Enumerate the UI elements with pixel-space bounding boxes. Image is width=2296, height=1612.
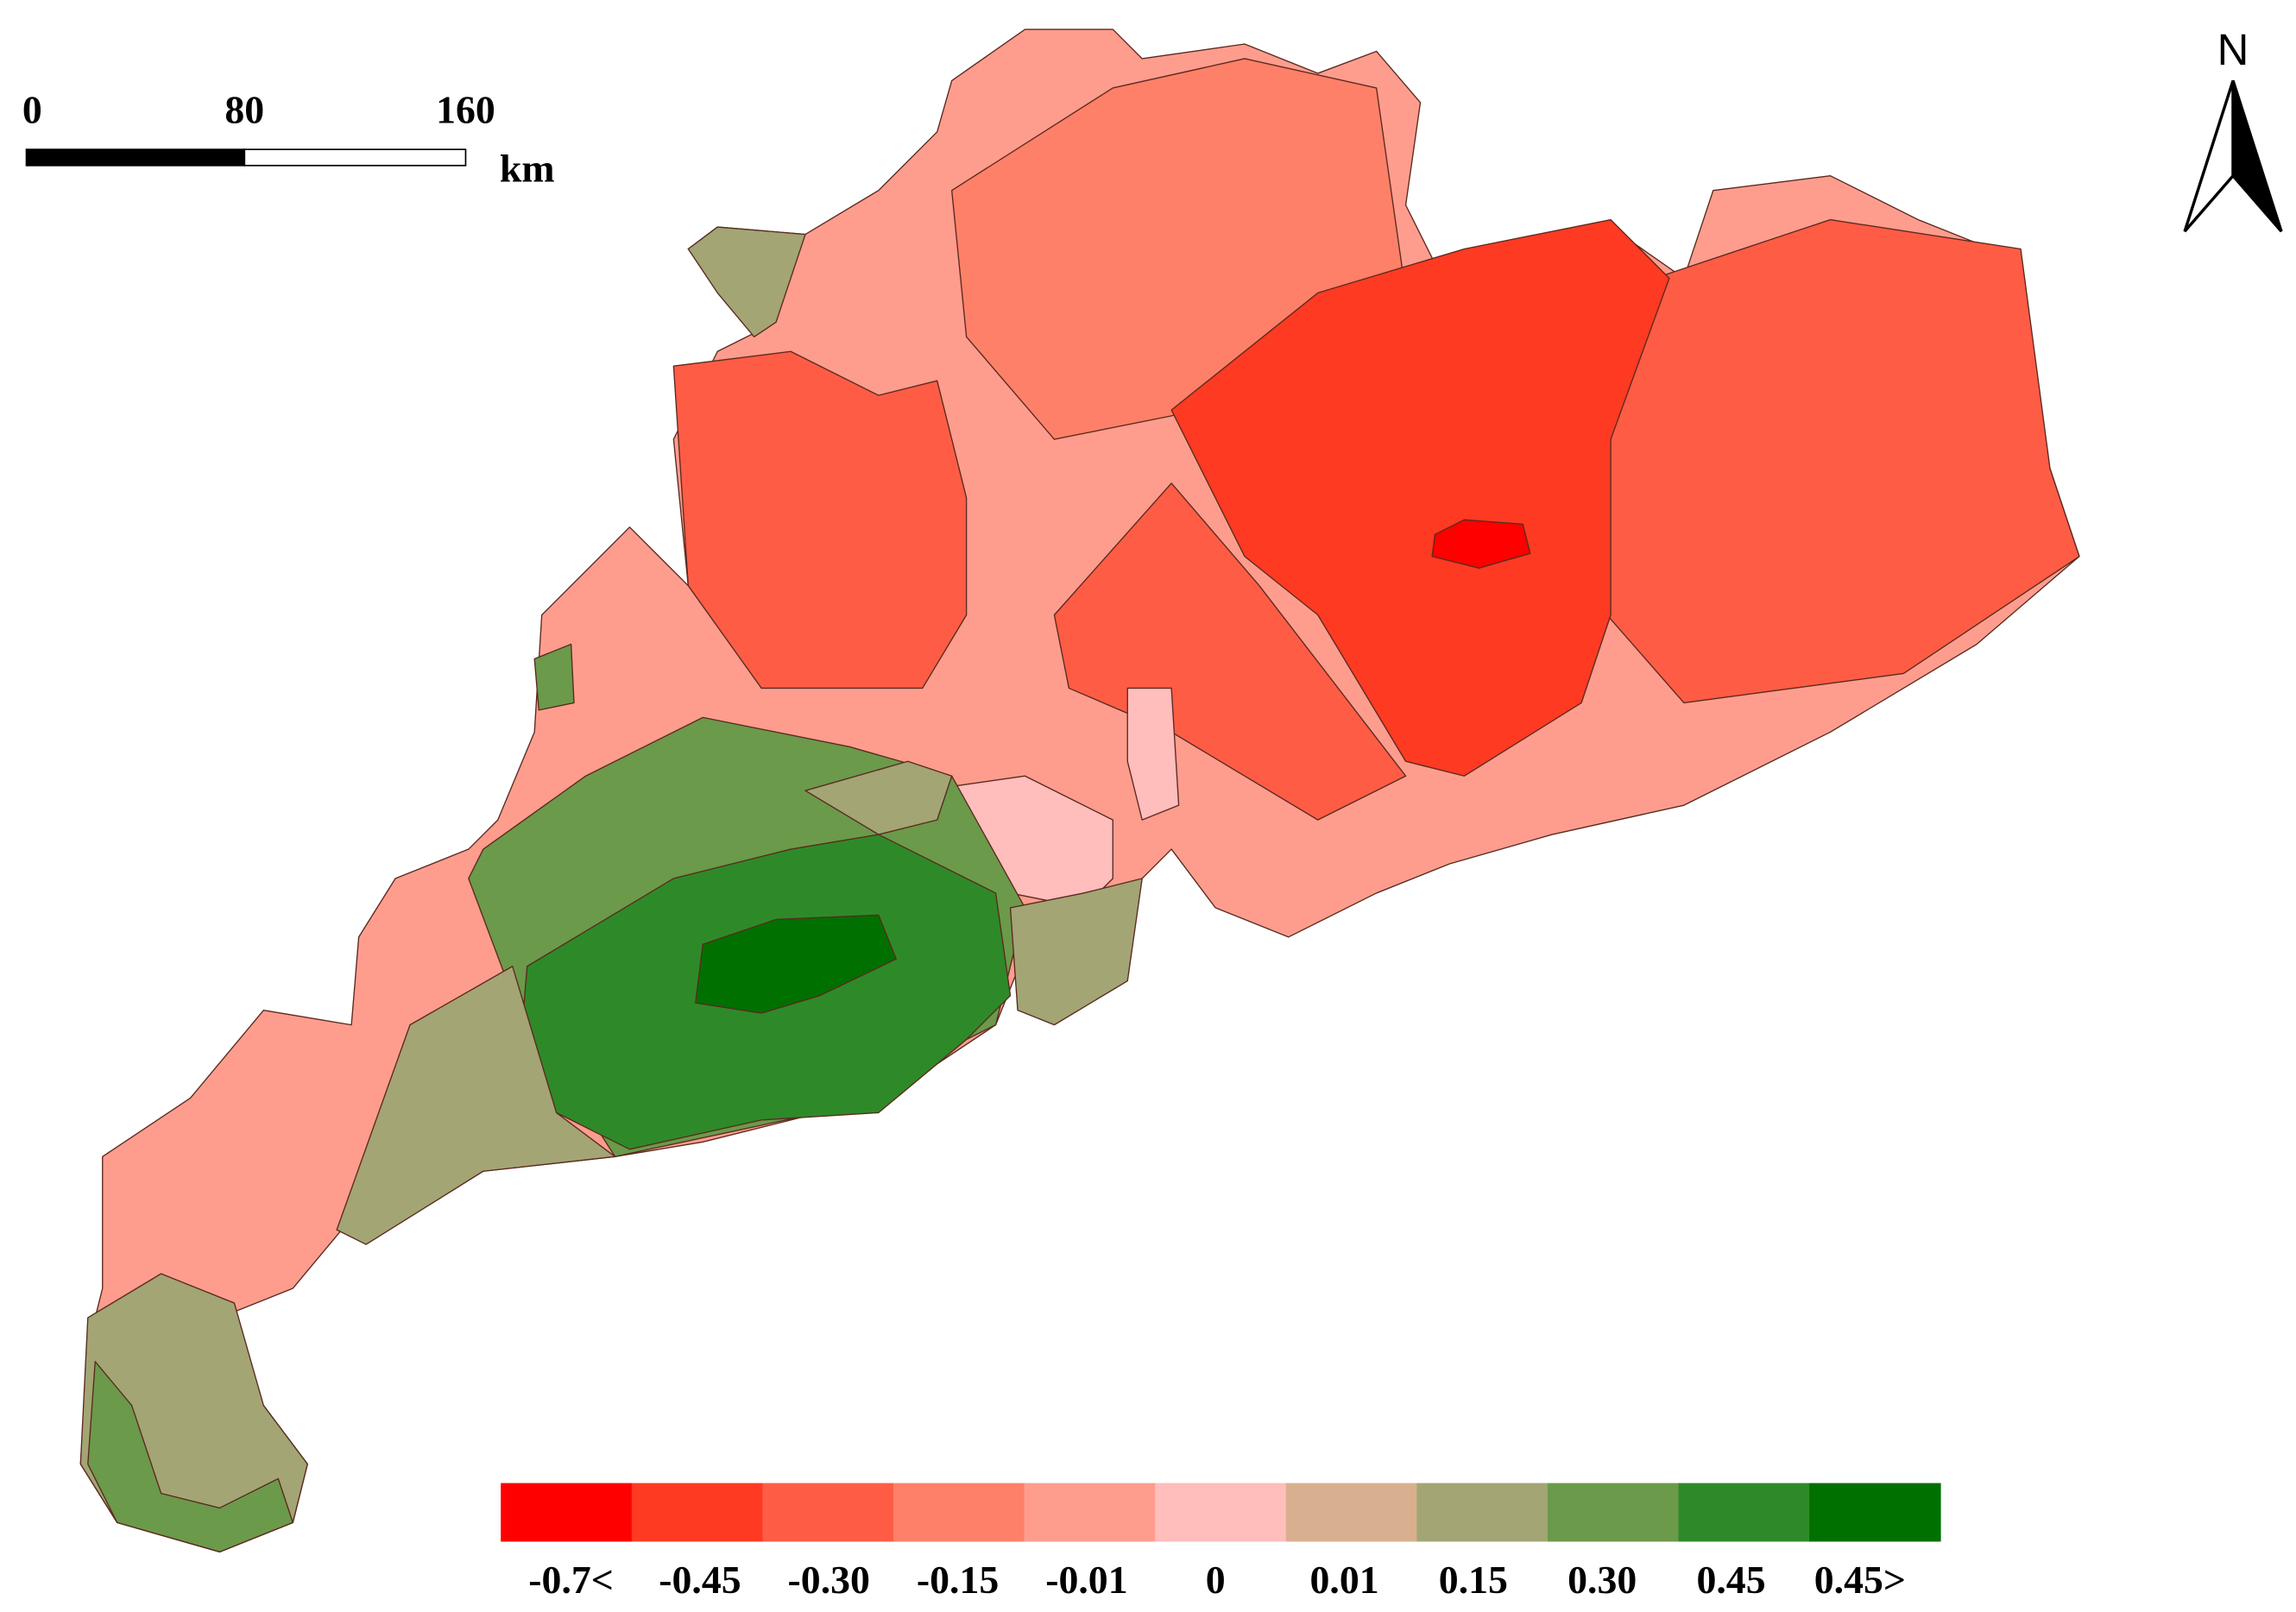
north-label: N [2217, 25, 2249, 74]
legend-label: -0.15 [917, 1558, 999, 1602]
legend-label: 0.45 [1696, 1558, 1765, 1602]
region [695, 914, 897, 1014]
scale-bar: 0 80 160 km [22, 88, 555, 191]
legend-label: 0.45> [1814, 1558, 1906, 1602]
scale-label: 80 [224, 88, 264, 132]
legend-swatch [1678, 1483, 1811, 1542]
north-arrow-half [2231, 79, 2283, 233]
legend-label: -0.30 [788, 1558, 870, 1602]
legend-label: -0.01 [1045, 1558, 1127, 1602]
legend-label: -0.7< [528, 1558, 614, 1602]
region [533, 643, 575, 711]
legend-swatch [1155, 1483, 1287, 1542]
scale-bar-segment [243, 148, 467, 167]
scale-unit: km [500, 146, 555, 190]
legend-swatch [1416, 1483, 1549, 1542]
legend-swatch [1547, 1483, 1680, 1542]
region [1053, 482, 1407, 821]
region [1580, 218, 2080, 704]
scale-label: 0 [22, 88, 42, 132]
province-regions [79, 28, 2080, 1553]
legend-swatch [1285, 1483, 1418, 1542]
legend-label: 0.15 [1439, 1558, 1508, 1602]
legend-swatch [1809, 1483, 1941, 1542]
legend-label: 0.01 [1309, 1558, 1378, 1602]
region [687, 226, 806, 337]
legend-swatch [893, 1483, 1025, 1542]
north-arrow-half [2183, 79, 2235, 233]
north-arrow: N [2183, 25, 2283, 233]
region [672, 350, 968, 690]
region [1126, 687, 1180, 821]
region [1170, 218, 1670, 777]
legend-swatch [631, 1483, 764, 1542]
scale-bar-segment [25, 148, 246, 167]
legend: -0.7< -0.45 -0.30 -0.15 -0.01 0 0.01 0.15 0.30 0.… [501, 1483, 1941, 1602]
legend-swatch [762, 1483, 894, 1542]
scale-label: 160 [436, 88, 495, 132]
region [87, 1361, 293, 1553]
legend-label: -0.45 [659, 1558, 741, 1602]
legend-label: 0 [1206, 1558, 1226, 1602]
region [1009, 878, 1143, 1026]
legend-label: 0.30 [1567, 1558, 1637, 1602]
legend-swatch [501, 1483, 633, 1542]
region [1431, 519, 1531, 570]
region [336, 966, 616, 1245]
legend-swatch [1024, 1483, 1157, 1542]
region [804, 760, 953, 835]
